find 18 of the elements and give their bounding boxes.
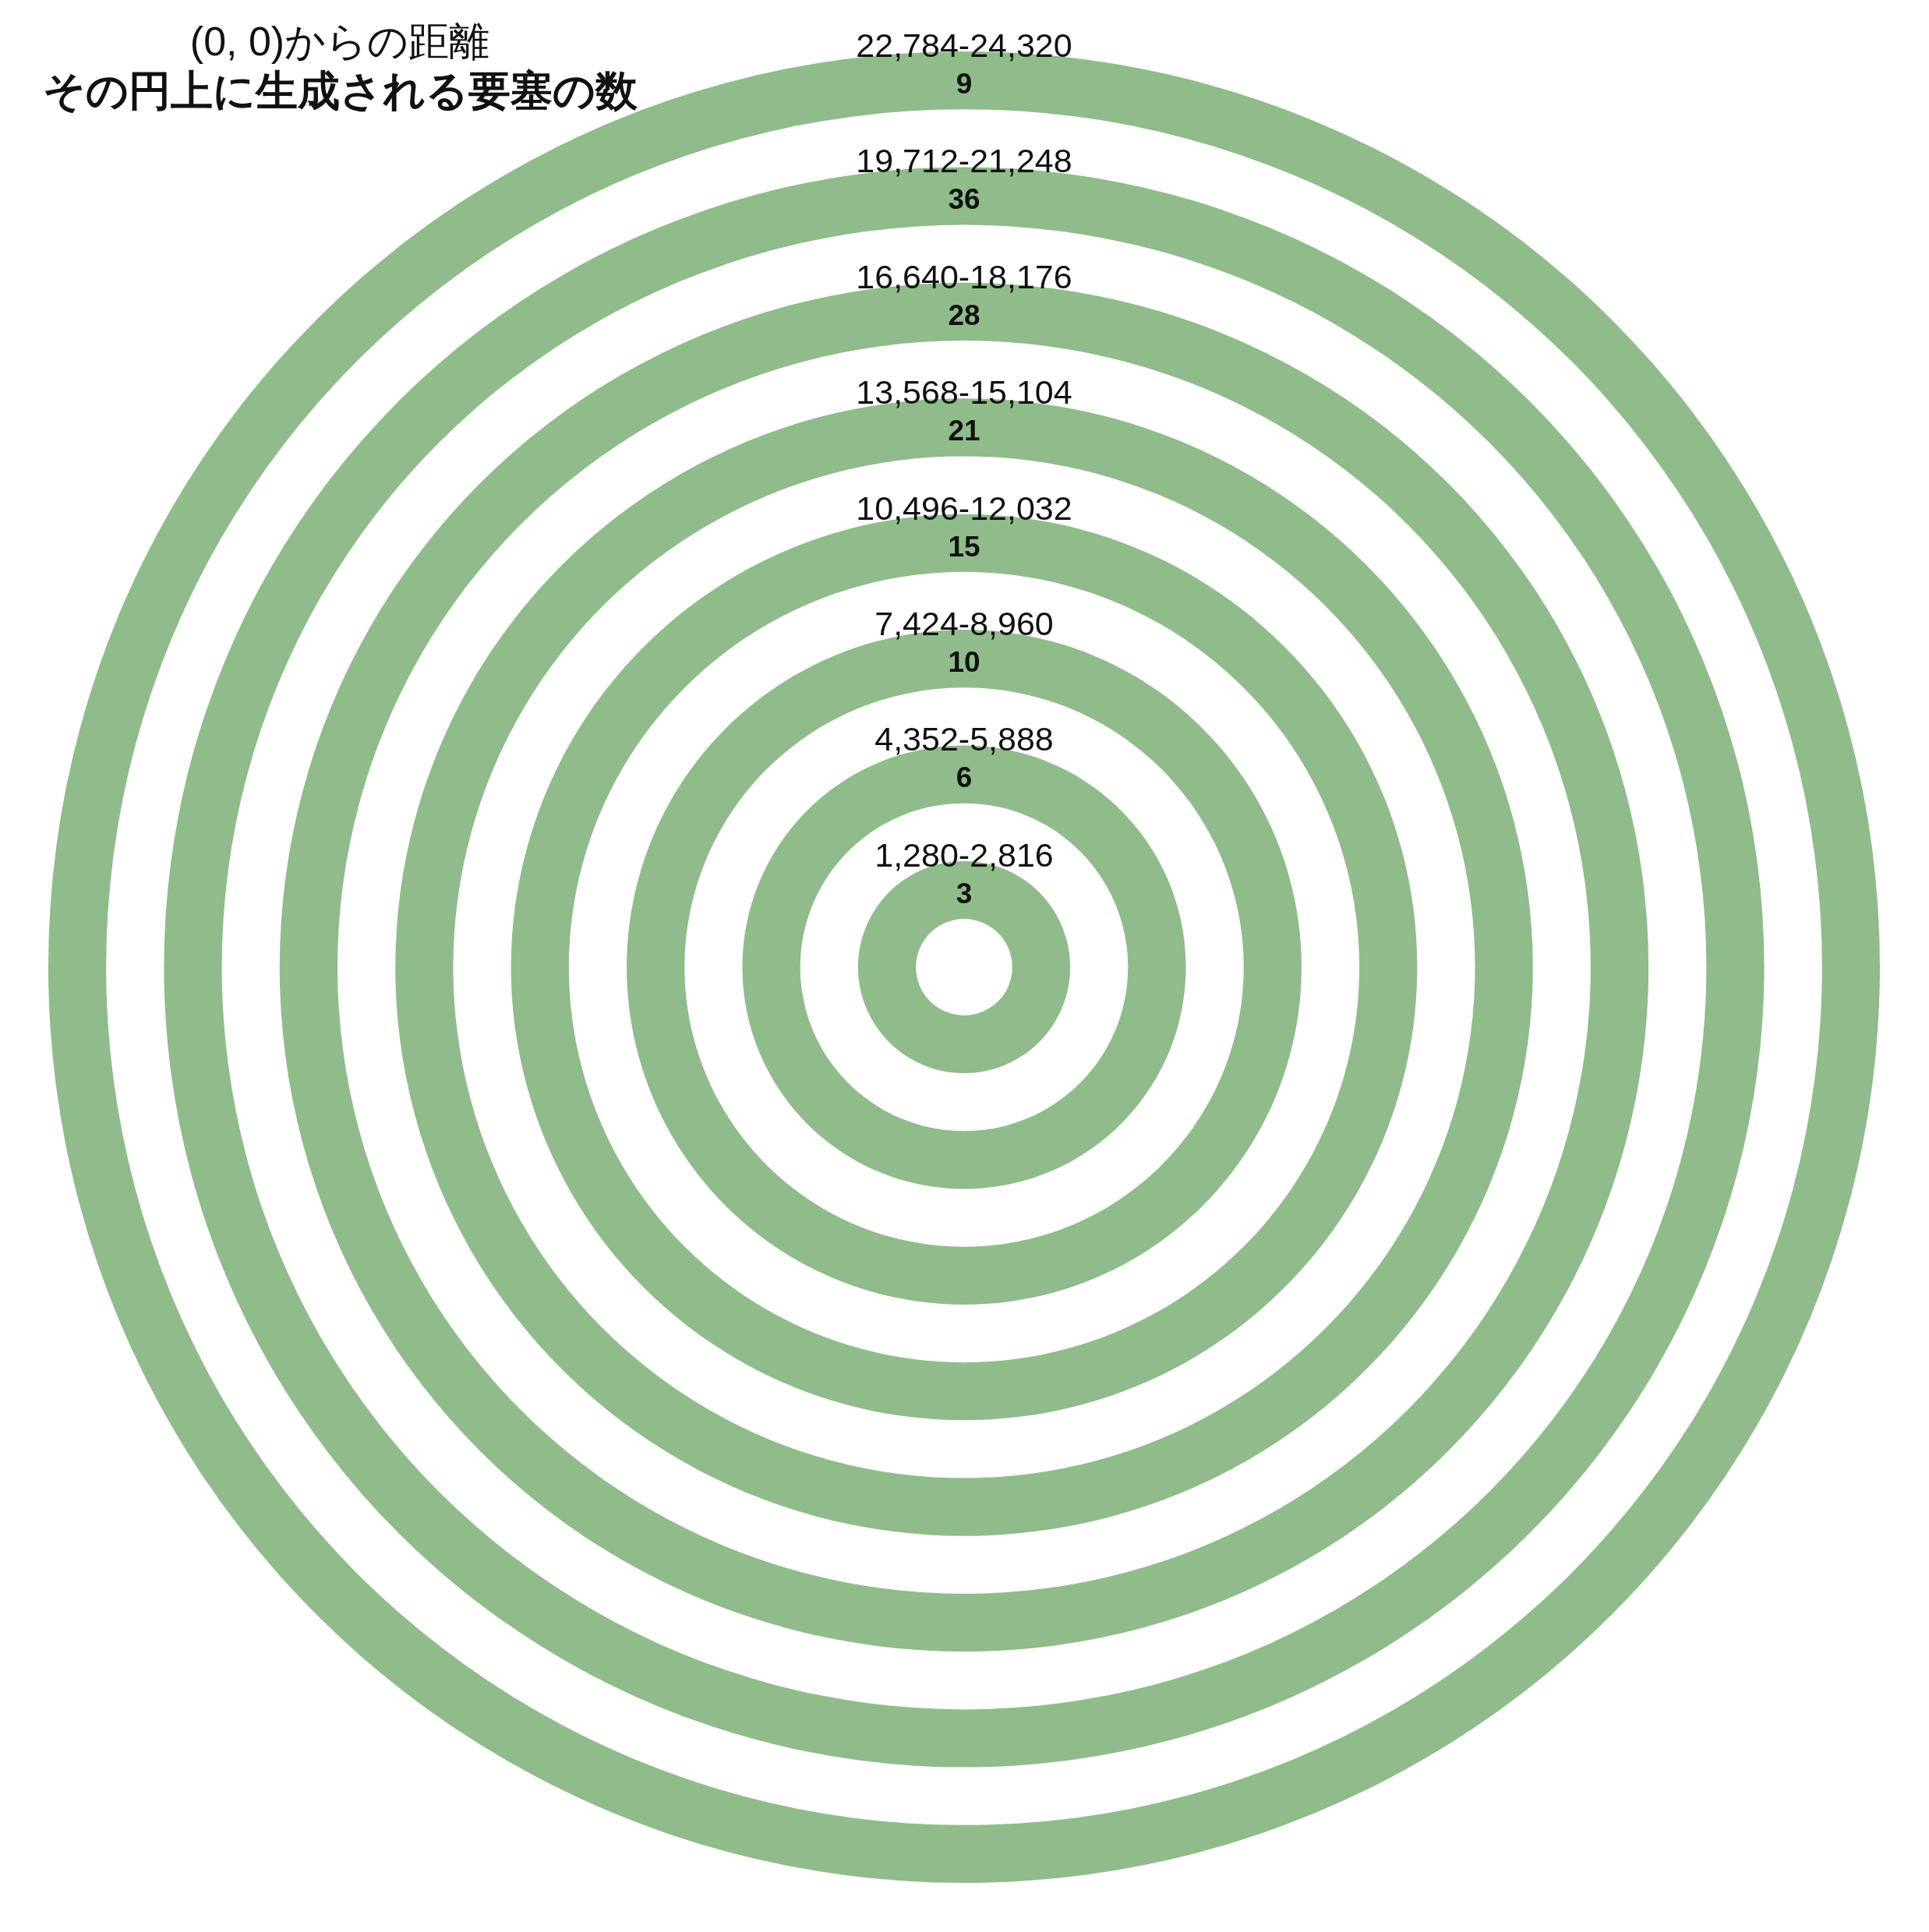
category-label: 1,280-2,816 bbox=[874, 835, 1054, 874]
data-label: 9 bbox=[956, 68, 973, 100]
data-label: 3 bbox=[956, 877, 973, 909]
category-label: 10,496-12,032 bbox=[856, 489, 1072, 527]
category-label: 13,568-15,104 bbox=[856, 373, 1072, 411]
data-label: 6 bbox=[956, 761, 973, 794]
data-label: 15 bbox=[948, 530, 980, 563]
data-label: 36 bbox=[948, 183, 980, 216]
data-label: 21 bbox=[948, 415, 980, 447]
category-label: 7,424-8,960 bbox=[874, 605, 1054, 643]
category-label: 22,784-24,320 bbox=[856, 26, 1072, 64]
data-label: 10 bbox=[948, 646, 980, 679]
category-label: 19,712-21,248 bbox=[856, 142, 1072, 180]
category-label: 16,640-18,176 bbox=[856, 257, 1072, 295]
category-label: 4,352-5,888 bbox=[874, 720, 1054, 758]
data-label: 28 bbox=[948, 298, 980, 331]
text: その円上に生成される要塞の数 bbox=[41, 66, 638, 115]
text: (0, 0)からの距離 bbox=[189, 18, 491, 65]
